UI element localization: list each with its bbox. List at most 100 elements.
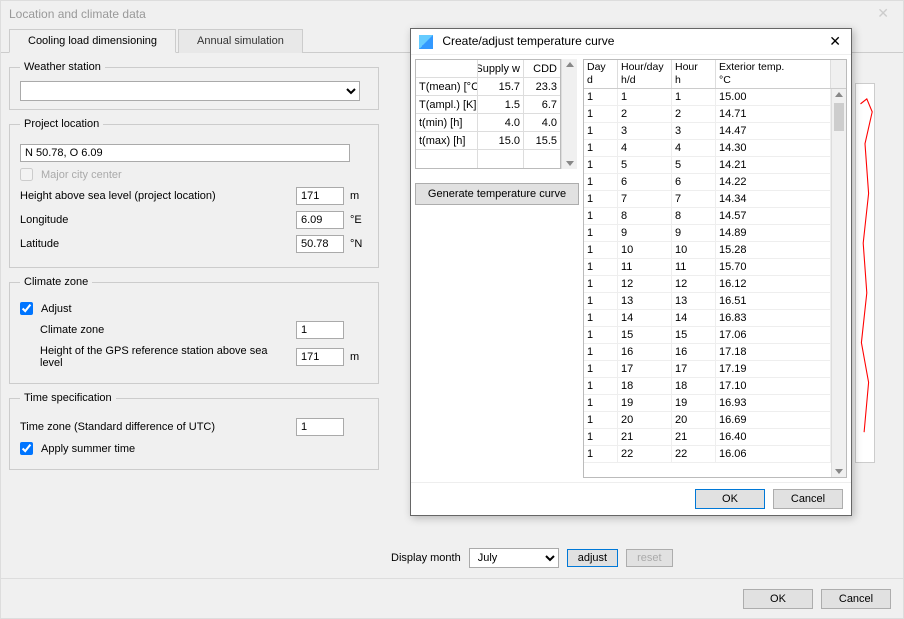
dialog-footer: OK Cancel (411, 482, 851, 515)
cell-temp: 14.89 (716, 225, 831, 241)
table-row[interactable]: 1222216.06 (584, 446, 831, 463)
display-month-select[interactable]: July (469, 548, 559, 568)
height-input[interactable] (296, 187, 344, 205)
table-row[interactable]: 13314.47 (584, 123, 831, 140)
table-row[interactable]: 1212116.40 (584, 429, 831, 446)
main-titlebar: Location and climate data ✕ (1, 1, 903, 26)
longitude-input[interactable] (296, 211, 344, 229)
main-cancel-button[interactable]: Cancel (821, 589, 891, 609)
data-vscrollbar[interactable] (831, 89, 846, 477)
cell-hourday: 19 (618, 395, 672, 411)
param-supply[interactable] (478, 150, 524, 168)
dialog-app-icon (419, 35, 433, 49)
cell-hour: 14 (672, 310, 716, 326)
cell-hourday: 8 (618, 208, 672, 224)
param-cdd[interactable]: 4.0 (524, 114, 560, 131)
table-row[interactable]: 15514.21 (584, 157, 831, 174)
coords-input[interactable] (20, 144, 350, 162)
param-row[interactable]: T(mean) [°C]15.723.3 (416, 78, 560, 96)
cell-hourday: 1 (618, 89, 672, 105)
latitude-input[interactable] (296, 235, 344, 253)
cell-temp: 15.00 (716, 89, 831, 105)
climate-zone-input[interactable] (296, 321, 344, 339)
param-row[interactable]: T(ampl.) [K]1.56.7 (416, 96, 560, 114)
cell-hourday: 12 (618, 276, 672, 292)
cell-hourday: 2 (618, 106, 672, 122)
cell-hour: 18 (672, 378, 716, 394)
param-supply[interactable]: 15.7 (478, 78, 524, 95)
table-row[interactable]: 14414.30 (584, 140, 831, 157)
adjust-checkbox[interactable] (20, 302, 33, 315)
param-scrollbar[interactable] (561, 59, 577, 169)
reset-button[interactable]: reset (626, 549, 672, 567)
weather-station-legend: Weather station (20, 61, 105, 73)
table-row[interactable]: 1161617.18 (584, 344, 831, 361)
tab-cooling[interactable]: Cooling load dimensioning (9, 29, 176, 53)
project-location-group: Project location Major city center Heigh… (9, 118, 379, 268)
cell-day: 1 (584, 140, 618, 156)
param-row[interactable] (416, 150, 560, 168)
table-row[interactable]: 1101015.28 (584, 242, 831, 259)
param-cdd[interactable]: 6.7 (524, 96, 560, 113)
main-button-bar: OK Cancel (1, 578, 903, 618)
major-city-label: Major city center (41, 169, 122, 181)
table-row[interactable]: 1111115.70 (584, 259, 831, 276)
weather-station-select[interactable] (20, 81, 360, 101)
table-row[interactable]: 19914.89 (584, 225, 831, 242)
summertime-label: Apply summer time (41, 443, 135, 455)
cell-hour: 17 (672, 361, 716, 377)
table-row[interactable]: 1202016.69 (584, 412, 831, 429)
cell-day: 1 (584, 191, 618, 207)
cell-hourday: 11 (618, 259, 672, 275)
tab-annual-simulation[interactable]: Annual simulation (178, 29, 303, 53)
cell-hourday: 22 (618, 446, 672, 462)
dialog-cancel-button[interactable]: Cancel (773, 489, 843, 509)
param-cdd[interactable] (524, 150, 560, 168)
param-cdd[interactable]: 23.3 (524, 78, 560, 95)
main-title-text: Location and climate data (9, 7, 146, 21)
table-row[interactable]: 1181817.10 (584, 378, 831, 395)
table-row[interactable]: 1131316.51 (584, 293, 831, 310)
time-spec-legend: Time specification (20, 392, 116, 404)
param-row[interactable]: t(max) [h]15.015.5 (416, 132, 560, 150)
longitude-label: Longitude (20, 214, 290, 226)
timezone-input[interactable] (296, 418, 344, 436)
param-supply[interactable]: 15.0 (478, 132, 524, 149)
cell-hour: 21 (672, 429, 716, 445)
climate-zone-group: Climate zone Adjust Climate zone Height … (9, 276, 379, 384)
generate-curve-button[interactable]: Generate temperature curve (415, 183, 579, 205)
table-row[interactable]: 11115.00 (584, 89, 831, 106)
cell-day: 1 (584, 446, 618, 462)
gps-height-unit: m (350, 351, 368, 363)
param-cdd[interactable]: 15.5 (524, 132, 560, 149)
cell-hour: 10 (672, 242, 716, 258)
main-close-icon[interactable]: ✕ (871, 5, 895, 22)
cell-temp: 17.18 (716, 344, 831, 360)
table-row[interactable]: 1171717.19 (584, 361, 831, 378)
major-city-checkbox[interactable] (20, 168, 33, 181)
gps-height-input[interactable] (296, 348, 344, 366)
param-supply[interactable]: 1.5 (478, 96, 524, 113)
table-row[interactable]: 12214.71 (584, 106, 831, 123)
param-name: t(min) [h] (416, 114, 478, 131)
table-row[interactable]: 18814.57 (584, 208, 831, 225)
dialog-close-icon[interactable]: ✕ (825, 33, 845, 50)
adjust-button[interactable]: adjust (567, 549, 618, 567)
param-name: T(mean) [°C] (416, 78, 478, 95)
param-row[interactable]: t(min) [h]4.04.0 (416, 114, 560, 132)
summertime-checkbox[interactable] (20, 442, 33, 455)
dialog-ok-button[interactable]: OK (695, 489, 765, 509)
table-row[interactable]: 16614.22 (584, 174, 831, 191)
param-col-supply: Supply w (478, 60, 524, 77)
table-row[interactable]: 17714.34 (584, 191, 831, 208)
cell-hourday: 16 (618, 344, 672, 360)
param-supply[interactable]: 4.0 (478, 114, 524, 131)
table-row[interactable]: 1141416.83 (584, 310, 831, 327)
table-row[interactable]: 1121216.12 (584, 276, 831, 293)
table-row[interactable]: 1191916.93 (584, 395, 831, 412)
main-ok-button[interactable]: OK (743, 589, 813, 609)
table-row[interactable]: 1151517.06 (584, 327, 831, 344)
cell-temp: 16.93 (716, 395, 831, 411)
cell-day: 1 (584, 225, 618, 241)
param-name: t(max) [h] (416, 132, 478, 149)
